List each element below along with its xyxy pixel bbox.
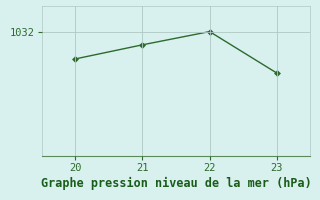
X-axis label: Graphe pression niveau de la mer (hPa): Graphe pression niveau de la mer (hPa)	[41, 177, 311, 190]
